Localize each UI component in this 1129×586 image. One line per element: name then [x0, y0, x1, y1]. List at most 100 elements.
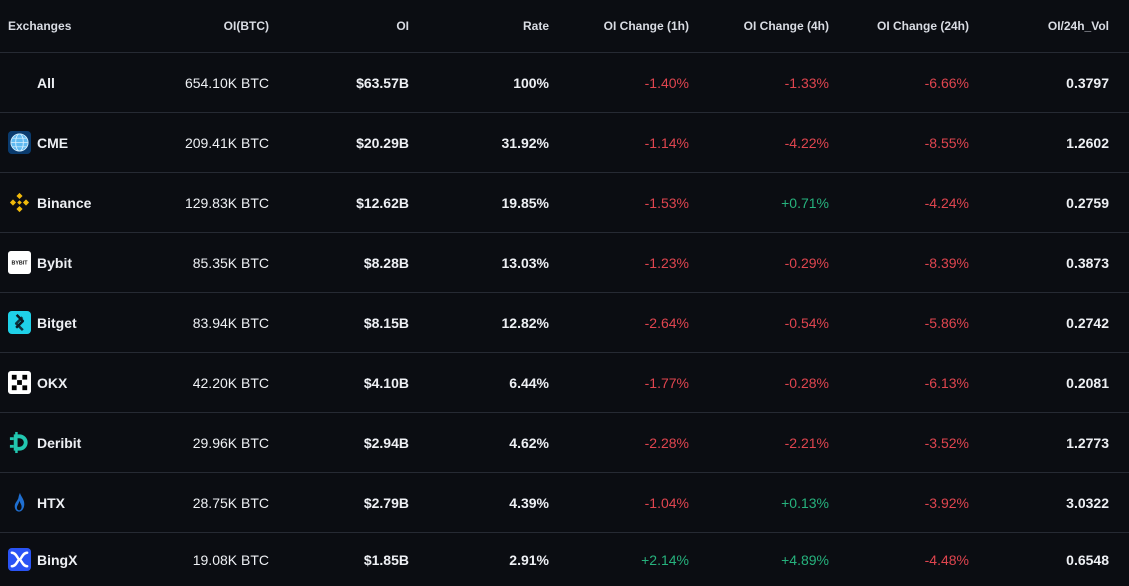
exchange-cell[interactable]: CME — [0, 131, 130, 154]
oi-change-24h-cell: -6.66% — [924, 74, 969, 91]
oi-btc-cell: 28.75K BTC — [192, 494, 269, 511]
oi-cell: $2.94B — [363, 434, 409, 451]
oi-change-1h-cell: -1.53% — [644, 194, 689, 211]
oi-change-4h-cell: +0.13% — [781, 494, 829, 511]
exchange-name: Binance — [37, 194, 92, 211]
bingx-icon — [8, 548, 31, 571]
oi-cell: $1.85B — [363, 551, 409, 568]
deribit-icon — [9, 431, 28, 454]
bybit-icon: BYBIT — [8, 251, 31, 274]
exchange-name: CME — [37, 134, 69, 151]
exchange-cell[interactable]: Bitget — [0, 311, 130, 334]
oi-change-24h-cell: -8.39% — [924, 254, 969, 271]
exchange-cell[interactable]: Deribit — [0, 431, 130, 454]
table-row: BingX 19.08K BTC $1.85B 2.91% +2.14% +4.… — [0, 533, 1129, 586]
exchange-cell[interactable]: HTX — [0, 491, 130, 514]
oi-24h-vol-cell: 0.3797 — [1066, 74, 1109, 91]
exchange-cell[interactable]: BingX — [0, 548, 130, 571]
oi-btc-cell: 209.41K BTC — [184, 134, 269, 151]
oi-cell: $63.57B — [356, 74, 409, 91]
oi-change-24h-cell: -8.55% — [924, 134, 969, 151]
table-row: Bitget 83.94K BTC $8.15B 12.82% -2.64% -… — [0, 293, 1129, 353]
oi-change-1h-cell: -2.64% — [644, 314, 689, 331]
cme-globe-icon — [8, 131, 31, 154]
oi-24h-vol-cell: 0.6548 — [1066, 551, 1109, 568]
oi-cell: $2.79B — [363, 494, 409, 511]
exchange-cell[interactable]: Binance — [0, 191, 130, 214]
rate-cell: 12.82% — [501, 314, 549, 331]
rate-cell: 13.03% — [501, 254, 549, 271]
oi-change-4h-cell: -1.33% — [784, 74, 829, 91]
bitget-icon — [8, 311, 31, 334]
header-exchanges[interactable]: Exchanges — [8, 19, 72, 33]
oi-btc-cell: 129.83K BTC — [184, 194, 269, 211]
oi-change-1h-cell: -2.28% — [644, 434, 689, 451]
oi-change-4h-cell: -4.22% — [784, 134, 829, 151]
rate-cell: 100% — [513, 74, 549, 91]
oi-change-1h-cell: -1.40% — [644, 74, 689, 91]
exchange-name: BingX — [37, 551, 78, 568]
oi-btc-cell: 85.35K BTC — [192, 254, 269, 271]
oi-change-1h-cell: -1.04% — [644, 494, 689, 511]
exchange-cell: All — [0, 75, 130, 91]
header-oi-change-4h[interactable]: OI Change (4h) — [743, 19, 829, 33]
oi-24h-vol-cell: 3.0322 — [1066, 494, 1109, 511]
oi-change-4h-cell: +0.71% — [781, 194, 829, 211]
table-row: Binance 129.83K BTC $12.62B 19.85% -1.53… — [0, 173, 1129, 233]
okx-icon — [8, 371, 31, 394]
header-oi-change-24h[interactable]: OI Change (24h) — [876, 19, 969, 33]
oi-change-24h-cell: -4.24% — [924, 194, 969, 211]
oi-change-1h-cell: -1.23% — [644, 254, 689, 271]
oi-24h-vol-cell: 1.2773 — [1066, 434, 1109, 451]
table-row: BYBIT Bybit 85.35K BTC $8.28B 13.03% -1.… — [0, 233, 1129, 293]
oi-btc-cell: 19.08K BTC — [192, 551, 269, 568]
header-oi-btc[interactable]: OI(BTC) — [223, 19, 269, 33]
header-rate[interactable]: Rate — [522, 19, 549, 33]
oi-change-4h-cell: -0.29% — [784, 254, 829, 271]
oi-btc-cell: 29.96K BTC — [192, 434, 269, 451]
table-row: HTX 28.75K BTC $2.79B 4.39% -1.04% +0.13… — [0, 473, 1129, 533]
exchange-cell[interactable]: BYBIT Bybit — [0, 251, 130, 274]
oi-24h-vol-cell: 0.3873 — [1066, 254, 1109, 271]
oi-change-24h-cell: -3.92% — [924, 494, 969, 511]
svg-text:BYBIT: BYBIT — [11, 261, 28, 267]
header-oi[interactable]: OI — [396, 19, 409, 33]
rate-cell: 19.85% — [501, 194, 549, 211]
oi-24h-vol-cell: 0.2742 — [1066, 314, 1109, 331]
rate-cell: 2.91% — [509, 551, 549, 568]
exchange-cell[interactable]: OKX — [0, 371, 130, 394]
rate-cell: 6.44% — [509, 374, 549, 391]
rate-cell: 4.39% — [509, 494, 549, 511]
oi-change-24h-cell: -4.48% — [924, 551, 969, 568]
exchange-name: Bybit — [37, 254, 72, 271]
oi-btc-cell: 654.10K BTC — [184, 74, 269, 91]
oi-change-1h-cell: -1.14% — [644, 134, 689, 151]
oi-cell: $8.15B — [363, 314, 409, 331]
header-oi-24h-vol[interactable]: OI/24h_Vol — [1047, 19, 1109, 33]
exchange-name: Bitget — [37, 314, 77, 331]
exchange-name: Deribit — [37, 434, 82, 451]
oi-change-24h-cell: -5.86% — [924, 314, 969, 331]
oi-cell: $12.62B — [356, 194, 409, 211]
exchange-name: HTX — [37, 494, 65, 511]
oi-cell: $20.29B — [356, 134, 409, 151]
header-oi-change-1h[interactable]: OI Change (1h) — [603, 19, 689, 33]
oi-cell: $4.10B — [363, 374, 409, 391]
table-row: Deribit 29.96K BTC $2.94B 4.62% -2.28% -… — [0, 413, 1129, 473]
exchange-name: OKX — [37, 374, 68, 391]
oi-change-4h-cell: -0.54% — [784, 314, 829, 331]
oi-btc-cell: 42.20K BTC — [192, 374, 269, 391]
oi-cell: $8.28B — [363, 254, 409, 271]
exchange-name: All — [37, 74, 55, 91]
oi-24h-vol-cell: 0.2759 — [1066, 194, 1109, 211]
table-row: All 654.10K BTC $63.57B 100% -1.40% -1.3… — [0, 53, 1129, 113]
rate-cell: 31.92% — [501, 134, 549, 151]
oi-24h-vol-cell: 0.2081 — [1066, 374, 1109, 391]
htx-flame-icon — [14, 492, 25, 512]
binance-icon — [9, 192, 30, 213]
oi-btc-cell: 83.94K BTC — [192, 314, 269, 331]
oi-change-24h-cell: -3.52% — [924, 434, 969, 451]
table-header: Exchanges OI(BTC) OI Rate OI Change (1h)… — [0, 0, 1129, 53]
oi-change-1h-cell: -1.77% — [644, 374, 689, 391]
